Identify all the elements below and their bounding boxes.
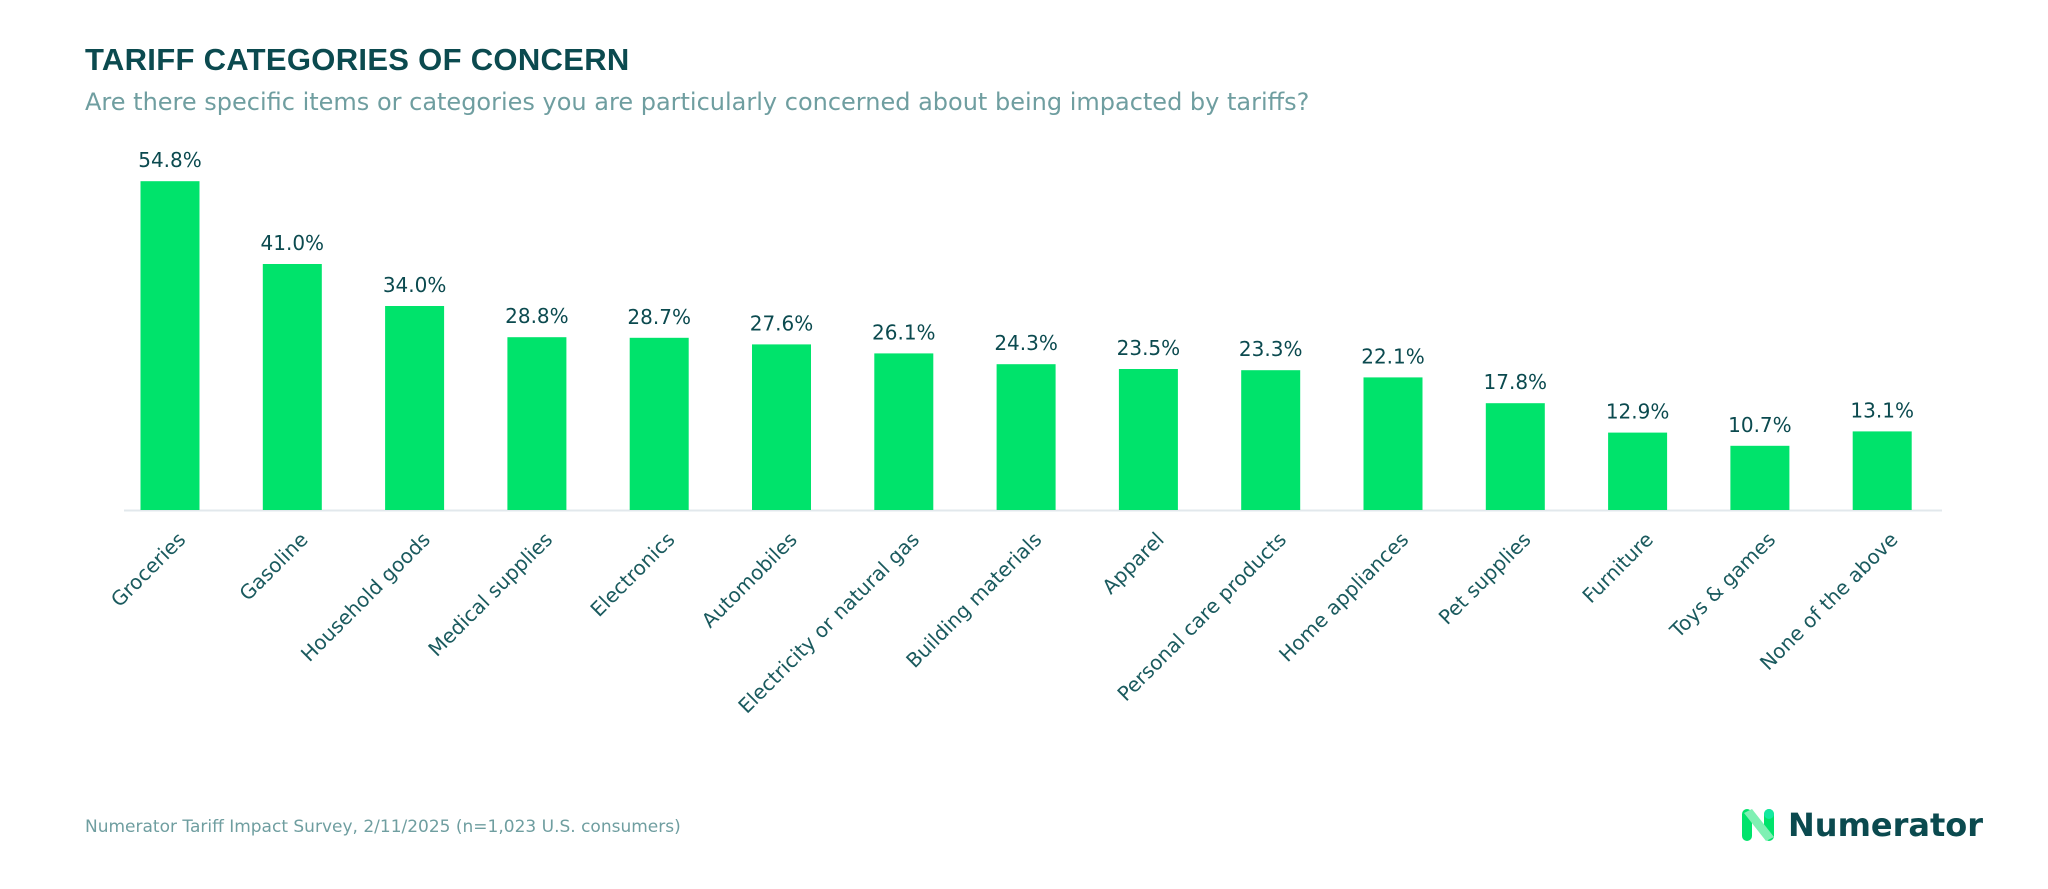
- bar: [1241, 370, 1301, 510]
- data-label: 13.1%: [1850, 398, 1914, 422]
- bar: [507, 337, 567, 510]
- x-tick-label: Electronics: [585, 527, 679, 621]
- numerator-logo: Numerator: [1740, 806, 1983, 844]
- bar: [752, 344, 811, 510]
- data-label: 23.3%: [1239, 337, 1303, 361]
- bar: [262, 264, 322, 510]
- bar: [629, 337, 689, 510]
- x-tick-label: Furniture: [1577, 527, 1657, 607]
- bar: [996, 364, 1056, 510]
- x-tick-label: Household goods: [296, 527, 435, 666]
- bar: [1852, 431, 1912, 510]
- data-label: 28.7%: [627, 305, 691, 329]
- data-label: 54.8%: [138, 148, 202, 172]
- bar: [385, 306, 445, 510]
- data-label: 28.8%: [505, 304, 569, 328]
- bar: [1363, 377, 1423, 510]
- chart-title: TARIFF CATEGORIES OF CONCERN: [85, 42, 630, 77]
- data-label: 10.7%: [1728, 413, 1792, 437]
- bar: [140, 181, 200, 510]
- source-note: Numerator Tariff Impact Survey, 2/11/202…: [85, 817, 681, 837]
- x-tick-label: Automobiles: [697, 527, 802, 632]
- data-label: 22.1%: [1361, 344, 1425, 368]
- data-label: 41.0%: [261, 231, 325, 255]
- data-label: 23.5%: [1117, 336, 1181, 360]
- data-label: 27.6%: [750, 311, 814, 335]
- bar: [1485, 403, 1545, 510]
- x-tick-label: None of the above: [1755, 527, 1903, 675]
- numerator-n-logo-icon: [1742, 809, 1774, 841]
- logo-text: Numerator: [1788, 806, 1984, 844]
- x-tick-label: Toys & games: [1664, 527, 1780, 643]
- bar: [1730, 445, 1790, 510]
- data-label: 34.0%: [383, 273, 447, 297]
- x-tick-label: Medical supplies: [423, 527, 557, 661]
- bar: [1608, 432, 1668, 510]
- x-tick-label: Home appliances: [1274, 527, 1413, 666]
- x-tick-label: Pet supplies: [1434, 527, 1536, 629]
- bar: [1118, 369, 1178, 510]
- data-label: 17.8%: [1484, 370, 1548, 394]
- x-tick-label: Gasoline: [234, 527, 312, 605]
- bar: [874, 353, 934, 510]
- data-label: 26.1%: [872, 320, 936, 344]
- data-label: 24.3%: [994, 331, 1058, 355]
- chart-subtitle: Are there specific items or categories y…: [85, 88, 1310, 116]
- data-label: 12.9%: [1606, 400, 1670, 424]
- x-tick-label: Apparel: [1097, 527, 1168, 598]
- x-tick-label: Groceries: [106, 527, 190, 611]
- x-tick-label: Building materials: [901, 527, 1046, 672]
